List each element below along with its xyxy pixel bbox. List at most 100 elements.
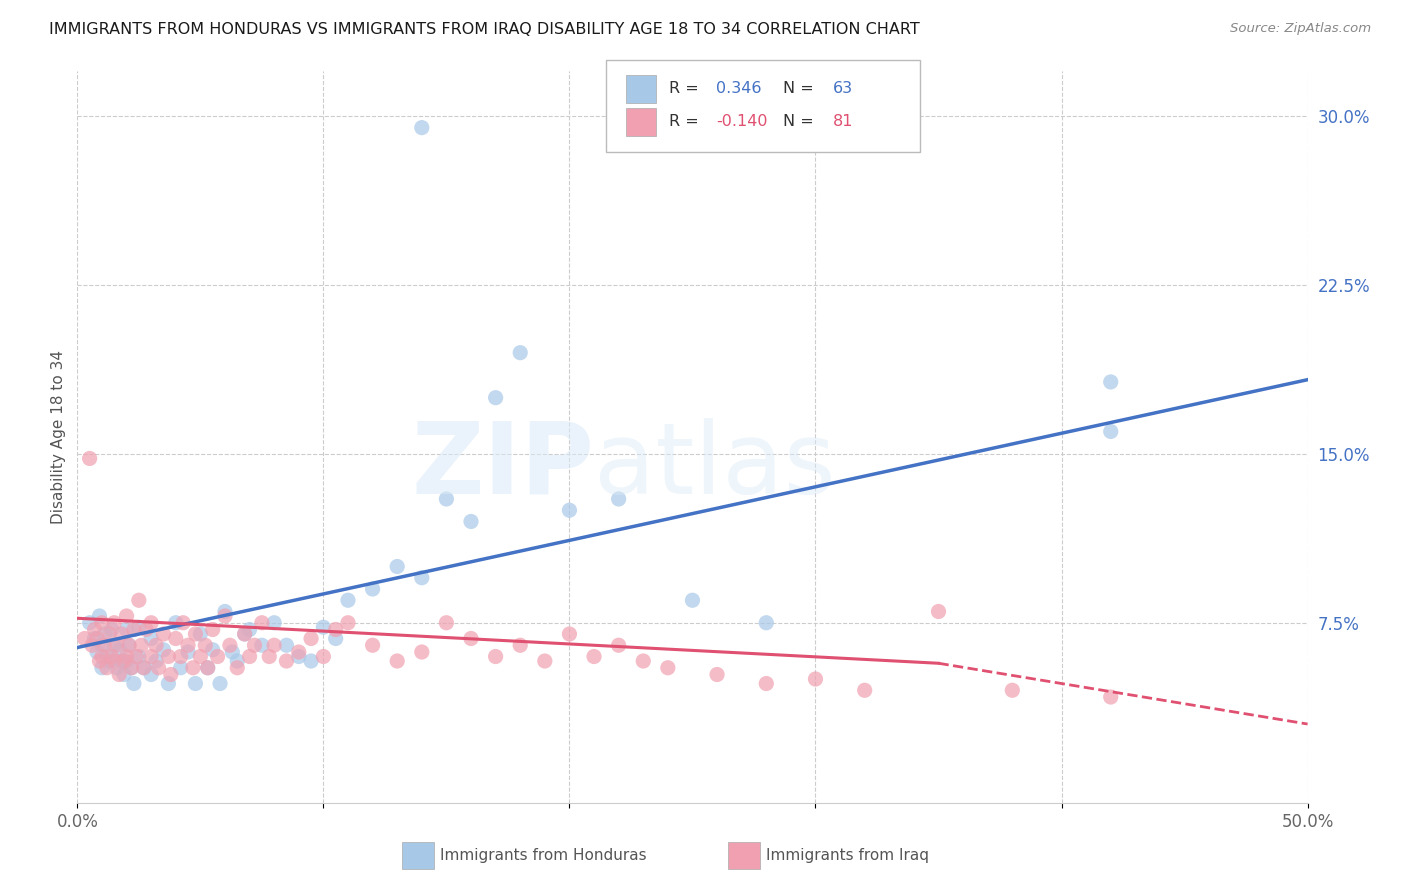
Point	[485, 649, 508, 664]
Point	[436, 615, 458, 630]
Point	[755, 615, 778, 630]
Point	[184, 627, 207, 641]
Point	[214, 605, 236, 619]
Point	[361, 582, 384, 596]
Point	[299, 632, 322, 646]
Point	[141, 615, 163, 630]
Point	[101, 623, 124, 637]
Point	[89, 609, 111, 624]
Point	[129, 638, 153, 652]
Point	[219, 638, 242, 652]
Point	[177, 638, 200, 652]
Text: R =: R =	[669, 113, 699, 128]
Point	[361, 638, 384, 652]
Text: N =: N =	[783, 80, 814, 95]
Point	[122, 676, 145, 690]
Point	[221, 645, 243, 659]
Point	[93, 627, 115, 641]
Point	[170, 649, 193, 664]
Point	[276, 638, 298, 652]
Point	[103, 638, 125, 652]
Point	[928, 605, 950, 619]
Text: Immigrants from Honduras: Immigrants from Honduras	[440, 848, 647, 863]
Point	[160, 667, 183, 681]
Point	[125, 649, 148, 664]
Point	[411, 120, 433, 135]
Point	[145, 638, 167, 652]
Point	[90, 649, 114, 664]
Point	[101, 649, 124, 664]
Point	[682, 593, 704, 607]
Point	[299, 654, 322, 668]
Point	[509, 345, 531, 359]
Point	[115, 654, 138, 668]
Point	[325, 632, 347, 646]
Point	[239, 649, 262, 664]
Point	[90, 615, 114, 630]
Point	[288, 645, 311, 659]
Point	[233, 627, 256, 641]
Point	[460, 515, 482, 529]
Point	[108, 642, 131, 657]
Point	[485, 391, 508, 405]
Point	[201, 642, 224, 657]
Point	[86, 645, 108, 659]
Point	[103, 654, 125, 668]
Text: N =: N =	[783, 113, 814, 128]
Point	[90, 638, 114, 652]
Point	[312, 649, 335, 664]
Point	[188, 627, 212, 641]
Point	[558, 627, 581, 641]
Point	[558, 503, 581, 517]
Point	[152, 627, 174, 641]
Point	[141, 667, 163, 681]
Point	[188, 649, 212, 664]
Point	[165, 615, 187, 630]
Point	[128, 649, 150, 664]
Text: atlas: atlas	[595, 417, 835, 515]
Point	[337, 615, 360, 630]
Point	[98, 627, 121, 641]
Point	[276, 654, 298, 668]
Point	[583, 649, 606, 664]
Point	[152, 642, 174, 657]
Point	[411, 645, 433, 659]
Text: Source: ZipAtlas.com: Source: ZipAtlas.com	[1230, 22, 1371, 36]
Point	[181, 661, 204, 675]
Point	[385, 559, 409, 574]
Text: -0.140: -0.140	[716, 113, 768, 128]
Point	[337, 593, 360, 607]
Point	[1001, 683, 1024, 698]
Point	[243, 638, 266, 652]
Point	[239, 623, 262, 637]
Point	[111, 627, 132, 641]
Text: 0.346: 0.346	[716, 80, 761, 95]
Point	[86, 632, 108, 646]
Point	[122, 623, 145, 637]
Point	[657, 661, 679, 675]
Point	[325, 623, 347, 637]
Point	[115, 609, 138, 624]
Point	[207, 649, 229, 664]
Point	[89, 654, 111, 668]
FancyBboxPatch shape	[626, 75, 655, 103]
Point	[1099, 425, 1122, 439]
Point	[411, 571, 433, 585]
Point	[226, 661, 249, 675]
Text: 81: 81	[832, 113, 853, 128]
Point	[96, 649, 118, 664]
Point	[112, 667, 135, 681]
Point	[111, 654, 132, 668]
Point	[706, 667, 728, 681]
Point	[165, 632, 187, 646]
Point	[607, 491, 630, 506]
Point	[853, 683, 876, 698]
Point	[83, 623, 105, 637]
Point	[259, 649, 281, 664]
Point	[288, 649, 311, 664]
Point	[177, 645, 200, 659]
Point	[250, 638, 273, 652]
Point	[90, 661, 114, 675]
Point	[128, 620, 150, 634]
Point	[460, 632, 482, 646]
